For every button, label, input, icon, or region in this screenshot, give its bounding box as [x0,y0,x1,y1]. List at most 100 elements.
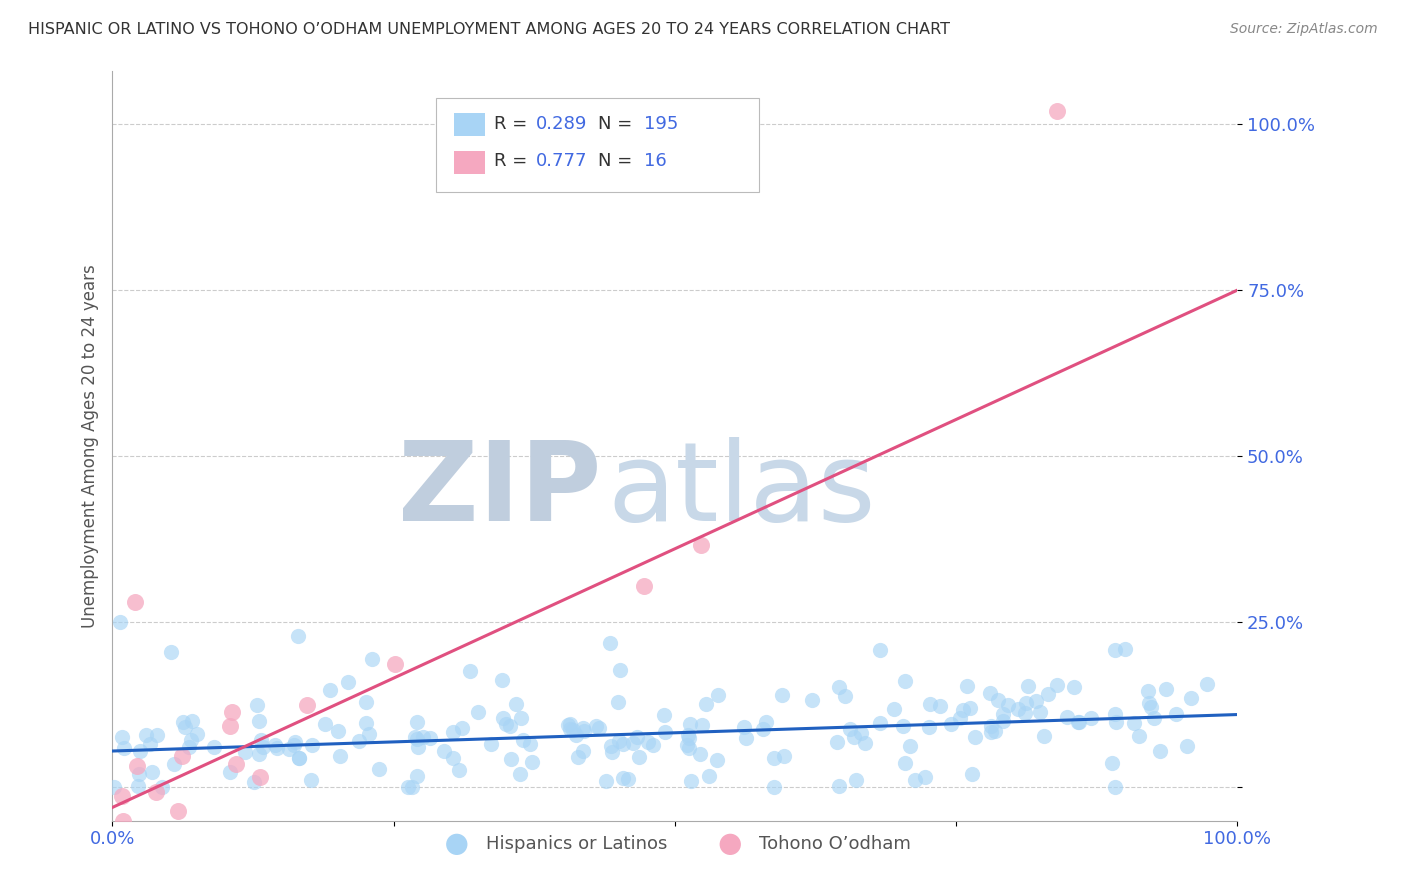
Point [287,629,309,643]
Point [522,755,544,769]
Point [679,774,702,789]
Point [283,738,305,752]
Point [949,711,972,725]
Point [1029,705,1052,719]
Point [612,771,634,785]
Point [607,733,630,747]
Point [617,772,640,787]
Point [1114,641,1136,656]
Point [180,732,202,747]
Point [1080,711,1102,725]
Y-axis label: Unemployment Among Ages 20 to 24 years: Unemployment Among Ages 20 to 24 years [80,264,98,628]
Point [853,736,876,750]
Point [828,680,851,694]
Point [980,719,1002,733]
Point [246,698,269,712]
Text: Source: ZipAtlas.com: Source: ZipAtlas.com [1230,22,1378,37]
Point [607,695,630,709]
Point [1033,729,1056,743]
Text: 195: 195 [644,115,678,133]
Point [752,723,775,737]
Point [479,737,502,751]
Point [558,717,581,731]
Point [124,595,146,609]
Point [770,688,793,702]
Point [1195,677,1218,691]
Point [202,739,225,754]
Point [451,721,474,735]
Point [987,693,1010,707]
Point [495,717,517,731]
Point [939,716,962,731]
Point [1007,702,1029,716]
Point [690,718,713,732]
Point [851,726,873,740]
Point [419,731,441,745]
Point [991,706,1014,721]
Point [652,707,675,722]
Point [509,711,531,725]
Point [894,673,917,688]
Point [600,745,623,759]
Point [572,723,595,738]
Point [567,749,589,764]
Point [984,724,1007,739]
Point [733,720,755,734]
Point [956,679,979,693]
Point [904,773,927,788]
Point [1014,706,1036,720]
Point [612,737,634,751]
Point [960,767,983,781]
Point [138,738,160,752]
Point [834,689,856,703]
Point [842,730,865,744]
Text: 16: 16 [644,153,666,170]
Point [125,759,148,773]
Point [654,724,676,739]
Point [221,705,243,719]
Point [180,714,202,729]
Point [1056,709,1078,723]
Point [278,742,301,756]
Point [141,765,163,780]
Point [247,747,270,761]
Point [167,804,190,818]
Point [406,714,429,729]
Text: R =: R = [494,115,533,133]
Point [564,728,586,742]
Point [250,732,273,747]
Text: atlas: atlas [607,437,876,544]
Point [1015,696,1038,710]
Point [509,767,531,781]
Point [512,732,534,747]
Point [301,738,323,752]
Point [1101,756,1123,770]
Point [706,753,728,767]
Point [349,734,371,748]
Point [247,714,270,728]
Point [689,747,711,761]
Point [963,730,986,744]
Point [883,702,905,716]
Point [110,615,132,629]
Point [928,699,950,714]
Point [979,685,1001,699]
Point [980,724,1002,739]
Point [263,738,285,752]
Point [637,734,659,748]
Point [599,739,621,753]
Point [678,740,700,755]
Point [357,727,380,741]
Point [177,739,200,754]
Point [918,720,941,734]
Point [249,770,271,784]
Point [319,682,342,697]
Point [800,693,823,707]
Point [174,720,197,734]
Point [356,695,378,709]
Point [1122,716,1144,731]
Point [869,715,891,730]
Point [627,750,650,764]
Point [412,731,434,745]
Point [1143,711,1166,725]
